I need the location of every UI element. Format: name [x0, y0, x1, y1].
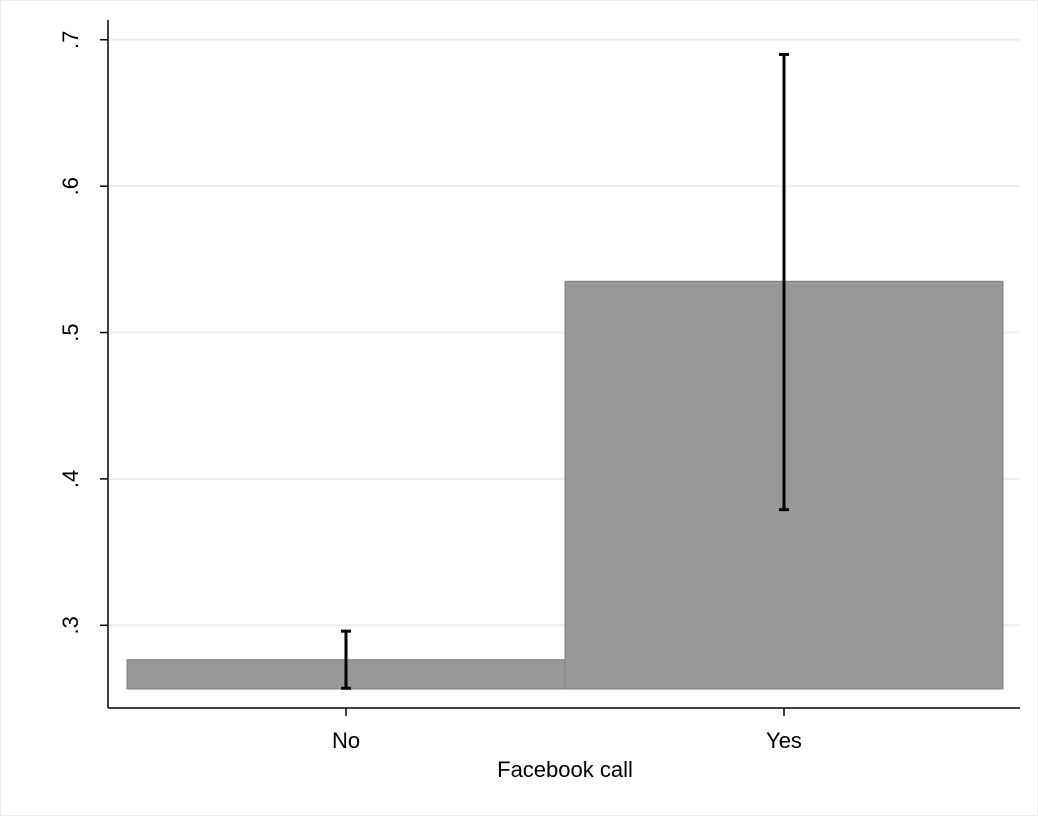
x-tick-label: No — [332, 728, 360, 753]
y-axis-ticks: .3 .4 .5 .6 .7 — [58, 31, 108, 634]
error-bar-yes — [779, 52, 789, 512]
y-tick-label: .4 — [58, 470, 83, 488]
y-tick-label: .7 — [58, 31, 83, 49]
x-tick-label: Yes — [766, 728, 802, 753]
axes — [107, 20, 1020, 709]
x-axis-ticks: No Yes — [332, 708, 802, 753]
error-bars — [341, 52, 789, 690]
y-tick-label: .3 — [58, 616, 83, 634]
y-tick-label: .6 — [58, 177, 83, 195]
x-axis-title: Facebook call — [497, 757, 633, 782]
y-tick-label: .5 — [58, 323, 83, 341]
error-bar-no — [341, 629, 351, 690]
